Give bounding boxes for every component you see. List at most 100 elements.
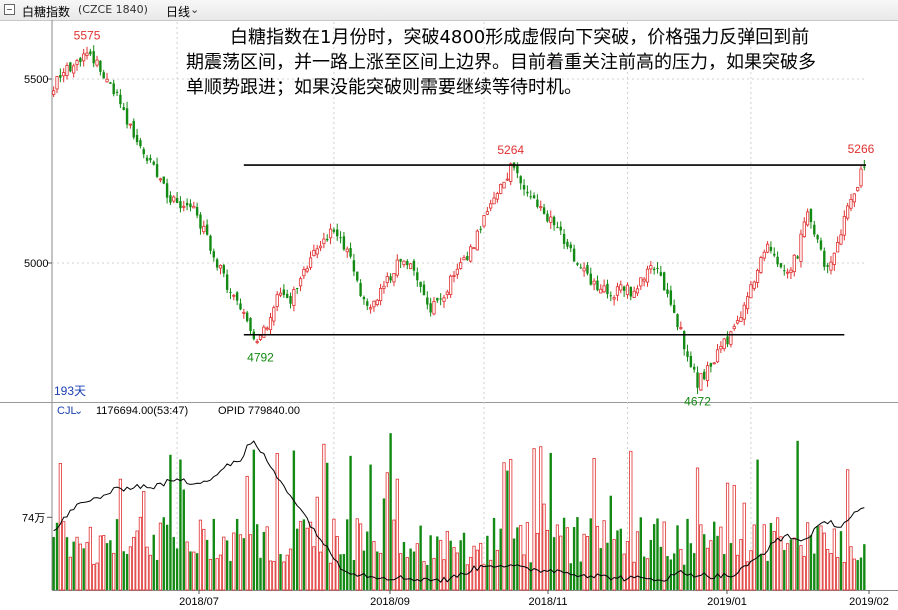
candle-up [432, 301, 436, 315]
candle-down [135, 134, 139, 143]
candle-down [709, 363, 713, 367]
volume-bar-down [229, 560, 232, 590]
candle-up [392, 273, 396, 283]
volume-bar-up [749, 550, 753, 591]
volume-bar-down [809, 535, 813, 590]
volume-bar-up [248, 534, 253, 591]
candle-down [606, 283, 609, 295]
volume-bar-up [679, 548, 683, 591]
volume-bar-down [816, 526, 819, 590]
volume-bar-up [318, 551, 323, 591]
candle-down [102, 72, 105, 79]
volume-bar-up [842, 561, 846, 591]
window-icon[interactable] [4, 4, 15, 15]
volume-bar-down [512, 538, 516, 590]
volume-bar-up [92, 564, 96, 591]
candle-down [342, 236, 346, 250]
date-axis: 2018/07 2018/09 2018/11 2019/01 2019/02 [179, 590, 889, 608]
volume-bar-up [355, 518, 359, 591]
volume-bar-down [769, 523, 773, 590]
candle-up [452, 275, 456, 277]
volume-bar-down [486, 535, 489, 590]
volume-bar-down [686, 518, 689, 590]
volume-bar-down [766, 560, 769, 590]
volume-bar-up [535, 532, 539, 591]
candle-up [172, 196, 176, 202]
grid-lines [0, 20, 898, 591]
volume-bar-up [482, 564, 486, 591]
volume-bar-up [522, 554, 526, 591]
candle-down [823, 250, 826, 267]
candle-down [652, 268, 656, 271]
candle-down [692, 366, 696, 370]
volume-bar-up [799, 545, 803, 591]
volume-bar-up [849, 546, 853, 591]
volume-bar-down [55, 522, 59, 590]
candle-down [92, 51, 95, 64]
volume-bar-down [462, 532, 466, 590]
candle-down [169, 195, 172, 203]
candle-up [485, 211, 489, 215]
volume-bar-up [442, 559, 446, 591]
candle-up [699, 373, 703, 391]
candle-up [402, 260, 406, 266]
candle-down [572, 248, 576, 262]
candle-up [345, 248, 349, 253]
candle-up [95, 59, 99, 66]
candle-up [328, 228, 333, 239]
volume-bar-down [723, 554, 726, 590]
volume-bar-up [709, 540, 713, 591]
volume-bar-up [185, 541, 189, 591]
volume-bar-up [502, 462, 506, 591]
volume-bar-down [576, 517, 579, 590]
volume-bar-down [572, 527, 576, 590]
candle-down [296, 287, 299, 289]
period-selector[interactable]: 日线 [166, 5, 191, 19]
candle-down [686, 351, 689, 357]
volume-bar-up [208, 558, 213, 591]
volume-bar-up [662, 521, 666, 591]
candle-up [856, 187, 860, 192]
chevron-down-icon[interactable]: ⌄ [190, 3, 200, 16]
volume-bar-up [525, 522, 529, 591]
candle-up [495, 193, 499, 200]
volume-bar-down [82, 548, 85, 590]
volume-bar-down [252, 449, 256, 590]
candle-up [549, 216, 553, 223]
candle-down [132, 121, 135, 138]
volume-indicator-header[interactable]: CJL⌄ 1176694.00(53:47) OPID 779840.00 [57, 405, 300, 417]
candle-up [635, 288, 640, 294]
candle-down [336, 229, 339, 237]
candle-up [482, 215, 486, 227]
candle-down [79, 57, 82, 62]
volume-bar-down [125, 554, 129, 590]
candle-down [69, 62, 72, 72]
date-tick-label: 2018/07 [179, 596, 219, 608]
volume-bar-down [162, 517, 165, 590]
candle-down [813, 224, 816, 235]
candle-down [339, 237, 342, 239]
candle-up [315, 248, 319, 255]
candle-up [379, 288, 383, 302]
candle-down [569, 244, 572, 249]
candle-down [285, 293, 289, 298]
volume-bar-up [358, 523, 363, 591]
candle-down [326, 238, 329, 241]
analysis-annotation: 白糖指数在1月份时，突破4800形成虚假向下突破，价格强力反弹回到前期震荡区间，… [186, 27, 816, 98]
candle-up [192, 205, 196, 209]
candle-up [302, 269, 306, 277]
date-tick-label: 2018/11 [529, 596, 568, 608]
volume-bar-down [235, 518, 239, 590]
volume-bar-up [519, 525, 523, 591]
candle-up [792, 254, 796, 272]
volume-bar-up [582, 533, 586, 591]
volume-bar-up [719, 526, 723, 591]
candle-down [669, 290, 673, 305]
candle-down [205, 224, 209, 235]
candle-down [212, 251, 215, 258]
volume-bar-up [88, 526, 92, 591]
candle-down [516, 165, 519, 174]
volume-bar-down [366, 531, 369, 590]
candle-down [359, 282, 362, 296]
